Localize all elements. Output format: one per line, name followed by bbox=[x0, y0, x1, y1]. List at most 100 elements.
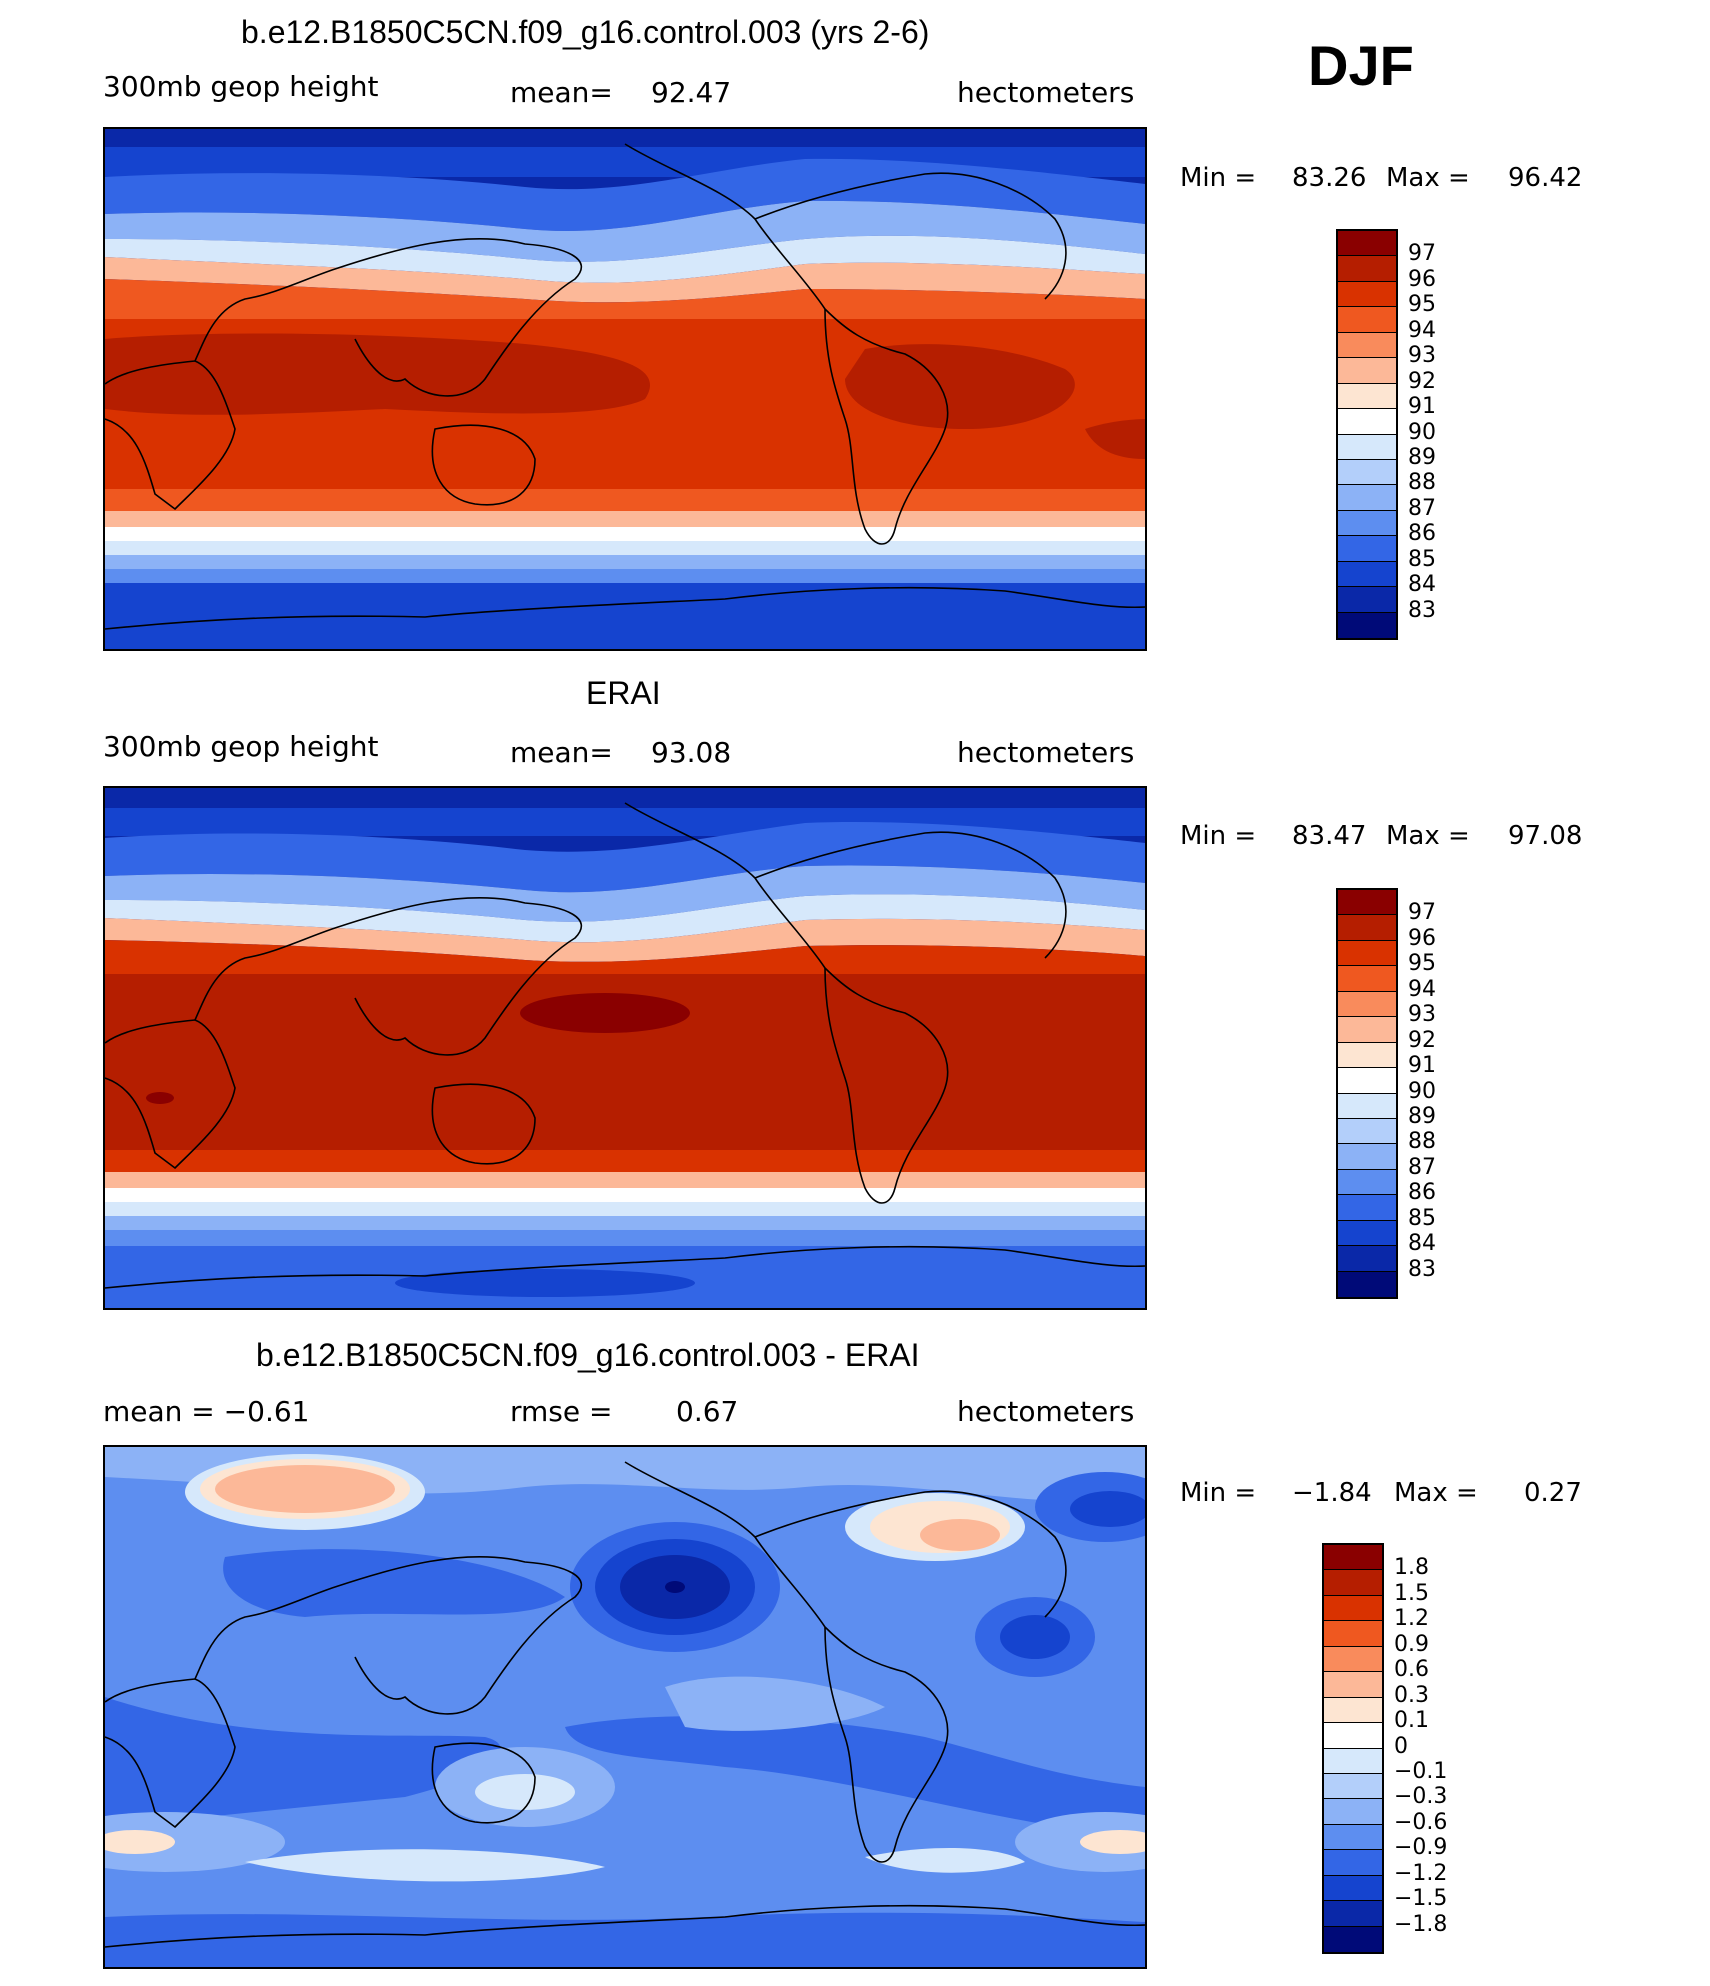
colorbar-tick-label: 83 bbox=[1408, 597, 1436, 623]
panel-2-colorbar bbox=[1336, 888, 1398, 1299]
panel-3-max-label: Max = bbox=[1394, 1478, 1478, 1508]
colorbar-tick-label: 88 bbox=[1408, 1129, 1436, 1155]
colorbar-tick-label: 0 bbox=[1394, 1733, 1408, 1759]
colorbar-tick-label: −0.6 bbox=[1394, 1809, 1448, 1835]
panel-2-mean-value: 93.08 bbox=[651, 736, 732, 769]
panel-2-max-label: Max = bbox=[1386, 821, 1470, 851]
colorbar-tick-label: 1.8 bbox=[1394, 1555, 1429, 1581]
colorbar-swatch bbox=[1324, 1595, 1382, 1622]
colorbar-swatch bbox=[1324, 1773, 1382, 1800]
panel-1-contour-field bbox=[105, 129, 1145, 649]
field-band bbox=[105, 279, 1145, 324]
colorbar-tick-label: 89 bbox=[1408, 444, 1436, 470]
colorbar-tick-label: 93 bbox=[1408, 343, 1436, 369]
panel-3-contour-field bbox=[105, 1447, 1145, 1967]
colorbar-swatch bbox=[1338, 1017, 1396, 1043]
colorbar-tick-label: 0.6 bbox=[1394, 1657, 1429, 1683]
colorbar-swatch bbox=[1338, 1195, 1396, 1221]
field-band bbox=[105, 158, 1145, 232]
panel-1-colorbar bbox=[1336, 229, 1398, 640]
field-band bbox=[665, 1676, 885, 1731]
colorbar-swatch bbox=[1338, 256, 1396, 282]
panel-1-mean-value: 92.47 bbox=[651, 76, 732, 109]
colorbar-tick-label: 92 bbox=[1408, 1027, 1436, 1053]
colorbar-tick-label: −1.2 bbox=[1394, 1860, 1448, 1886]
field-band bbox=[105, 918, 1145, 962]
colorbar-swatch bbox=[1324, 1926, 1382, 1952]
field-band bbox=[1085, 419, 1145, 459]
panel-3-units: hectometers bbox=[957, 1395, 1135, 1428]
panel-1-units: hectometers bbox=[957, 76, 1135, 109]
colorbar-swatch bbox=[1324, 1545, 1382, 1571]
field-band bbox=[920, 1519, 1000, 1551]
field-band bbox=[1080, 1830, 1145, 1854]
panel-1-max-value: 96.42 bbox=[1508, 163, 1583, 193]
colorbar-swatch bbox=[1338, 231, 1396, 257]
colorbar-swatch bbox=[1324, 1748, 1382, 1774]
coastlines bbox=[105, 802, 1145, 1289]
colorbar-swatch bbox=[1338, 434, 1396, 460]
colorbar-swatch bbox=[1324, 1824, 1382, 1851]
field-band bbox=[105, 865, 1145, 922]
colorbar-swatch bbox=[1338, 536, 1396, 562]
colorbar-tick-label: 0.3 bbox=[1394, 1682, 1429, 1708]
field-band bbox=[146, 1092, 174, 1104]
colorbar-tick-label: 86 bbox=[1408, 1180, 1436, 1206]
colorbar-swatch bbox=[1338, 561, 1396, 588]
colorbar-swatch bbox=[1338, 1144, 1396, 1170]
colorbar-tick-label: 88 bbox=[1408, 470, 1436, 496]
field-band bbox=[395, 1269, 695, 1297]
colorbar-swatch bbox=[1338, 915, 1396, 941]
colorbar-swatch bbox=[1324, 1570, 1382, 1596]
colorbar-swatch bbox=[1324, 1723, 1382, 1749]
coastlines bbox=[105, 1461, 1145, 1948]
field-band bbox=[475, 1774, 575, 1810]
colorbar-swatch bbox=[1324, 1646, 1382, 1673]
colorbar-swatch bbox=[1338, 1246, 1396, 1272]
colorbar-swatch bbox=[1338, 409, 1396, 435]
colorbar-tick-label: 83 bbox=[1408, 1256, 1436, 1282]
colorbar-tick-label: 90 bbox=[1408, 1078, 1436, 1104]
colorbar-tick-label: 85 bbox=[1408, 1205, 1436, 1231]
colorbar-swatch bbox=[1338, 991, 1396, 1018]
colorbar-swatch bbox=[1338, 383, 1396, 410]
field-band bbox=[845, 344, 1075, 429]
field-band bbox=[245, 1849, 605, 1882]
colorbar-swatch bbox=[1324, 1697, 1382, 1724]
colorbar-tick-label: 84 bbox=[1408, 572, 1436, 598]
field-band bbox=[105, 1697, 501, 1827]
field-band bbox=[105, 511, 1145, 527]
field-band bbox=[105, 257, 1145, 303]
panel-2-min-label: Min = bbox=[1180, 821, 1257, 851]
colorbar-tick-label: −0.9 bbox=[1394, 1835, 1448, 1861]
field-band bbox=[520, 993, 690, 1033]
colorbar-tick-label: −1.8 bbox=[1394, 1911, 1448, 1937]
panel-3-left-string: mean = −0.61 bbox=[103, 1395, 310, 1428]
field-band bbox=[105, 1188, 1145, 1202]
field-band bbox=[1070, 1491, 1145, 1527]
panel-1-min-value: 83.26 bbox=[1292, 163, 1367, 193]
field-band bbox=[105, 489, 1145, 511]
panel-1-title: b.e12.B1850C5CN.f09_g16.control.003 (yrs… bbox=[241, 14, 930, 50]
field-band bbox=[105, 333, 650, 415]
colorbar-swatch bbox=[1324, 1621, 1382, 1647]
colorbar-swatch bbox=[1338, 1271, 1396, 1297]
colorbar-tick-label: 95 bbox=[1408, 951, 1436, 977]
field-band bbox=[105, 569, 1145, 583]
colorbar-swatch bbox=[1338, 510, 1396, 537]
field-band bbox=[865, 1847, 1025, 1873]
field-band bbox=[565, 1716, 1145, 1837]
colorbar-swatch bbox=[1324, 1875, 1382, 1902]
panel-1-max-label: Max = bbox=[1386, 163, 1470, 193]
colorbar-tick-label: 0.9 bbox=[1394, 1631, 1429, 1657]
colorbar-tick-label: 1.5 bbox=[1394, 1580, 1429, 1606]
panel-2-max-value: 97.08 bbox=[1508, 821, 1583, 851]
colorbar-swatch bbox=[1338, 281, 1396, 308]
panel-2-left-string: 300mb geop height bbox=[103, 730, 379, 763]
colorbar-swatch bbox=[1338, 332, 1396, 359]
panel-1-left-string: 300mb geop height bbox=[103, 70, 379, 103]
colorbar-swatch bbox=[1338, 459, 1396, 486]
colorbar-tick-label: 95 bbox=[1408, 292, 1436, 318]
panel-2-map bbox=[103, 786, 1147, 1310]
colorbar-tick-label: −0.3 bbox=[1394, 1784, 1448, 1810]
